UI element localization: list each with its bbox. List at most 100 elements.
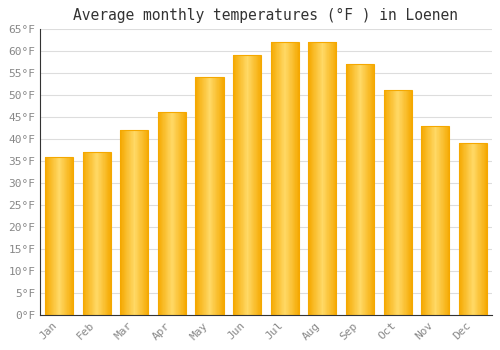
Bar: [167, 112, 168, 315]
Bar: [146, 130, 148, 315]
Bar: [286, 42, 287, 315]
Bar: [410, 90, 411, 315]
Bar: [398, 90, 400, 315]
Bar: [85, 152, 86, 315]
Bar: [433, 126, 434, 315]
Bar: [270, 42, 271, 315]
Bar: [208, 77, 209, 315]
Bar: [104, 152, 105, 315]
Bar: [234, 55, 236, 315]
Bar: [86, 152, 87, 315]
Bar: [479, 144, 480, 315]
Bar: [400, 90, 401, 315]
Bar: [169, 112, 170, 315]
Bar: [276, 42, 277, 315]
Bar: [53, 156, 54, 315]
Bar: [295, 42, 296, 315]
Bar: [297, 42, 298, 315]
Bar: [313, 42, 314, 315]
Bar: [204, 77, 205, 315]
Bar: [92, 152, 94, 315]
Bar: [135, 130, 136, 315]
Bar: [252, 55, 253, 315]
Bar: [316, 42, 318, 315]
Bar: [178, 112, 179, 315]
Bar: [389, 90, 390, 315]
Bar: [206, 77, 208, 315]
Bar: [350, 64, 351, 315]
Bar: [210, 77, 211, 315]
Bar: [461, 144, 462, 315]
Bar: [425, 126, 426, 315]
Bar: [59, 156, 60, 315]
Bar: [102, 152, 103, 315]
Bar: [435, 126, 436, 315]
Bar: [448, 126, 449, 315]
Bar: [330, 42, 331, 315]
Bar: [324, 42, 325, 315]
Bar: [449, 126, 450, 315]
Bar: [356, 64, 357, 315]
Bar: [122, 130, 123, 315]
Bar: [94, 152, 95, 315]
Bar: [72, 156, 73, 315]
Bar: [273, 42, 274, 315]
Bar: [140, 130, 141, 315]
Bar: [165, 112, 166, 315]
Bar: [185, 112, 186, 315]
Bar: [128, 130, 129, 315]
Bar: [353, 64, 354, 315]
Bar: [120, 130, 148, 315]
Bar: [173, 112, 174, 315]
Bar: [98, 152, 99, 315]
Bar: [145, 130, 146, 315]
Bar: [314, 42, 315, 315]
Bar: [475, 144, 476, 315]
Bar: [365, 64, 366, 315]
Bar: [279, 42, 280, 315]
Bar: [223, 77, 224, 315]
Bar: [429, 126, 430, 315]
Bar: [290, 42, 291, 315]
Bar: [95, 152, 96, 315]
Bar: [45, 156, 73, 315]
Bar: [288, 42, 290, 315]
Bar: [360, 64, 361, 315]
Bar: [46, 156, 47, 315]
Bar: [183, 112, 184, 315]
Bar: [109, 152, 110, 315]
Bar: [287, 42, 288, 315]
Bar: [423, 126, 424, 315]
Bar: [90, 152, 91, 315]
Bar: [402, 90, 404, 315]
Bar: [407, 90, 408, 315]
Bar: [160, 112, 161, 315]
Bar: [411, 90, 412, 315]
Bar: [176, 112, 177, 315]
Bar: [309, 42, 310, 315]
Bar: [136, 130, 137, 315]
Bar: [99, 152, 100, 315]
Bar: [446, 126, 447, 315]
Bar: [108, 152, 109, 315]
Bar: [311, 42, 312, 315]
Bar: [54, 156, 55, 315]
Bar: [48, 156, 49, 315]
Bar: [184, 112, 185, 315]
Bar: [163, 112, 164, 315]
Bar: [69, 156, 70, 315]
Bar: [45, 156, 46, 315]
Bar: [246, 55, 247, 315]
Bar: [428, 126, 429, 315]
Bar: [71, 156, 72, 315]
Bar: [347, 64, 348, 315]
Bar: [213, 77, 214, 315]
Bar: [105, 152, 106, 315]
Bar: [319, 42, 320, 315]
Bar: [134, 130, 135, 315]
Bar: [124, 130, 126, 315]
Bar: [101, 152, 102, 315]
Bar: [219, 77, 220, 315]
Bar: [486, 144, 487, 315]
Bar: [426, 126, 427, 315]
